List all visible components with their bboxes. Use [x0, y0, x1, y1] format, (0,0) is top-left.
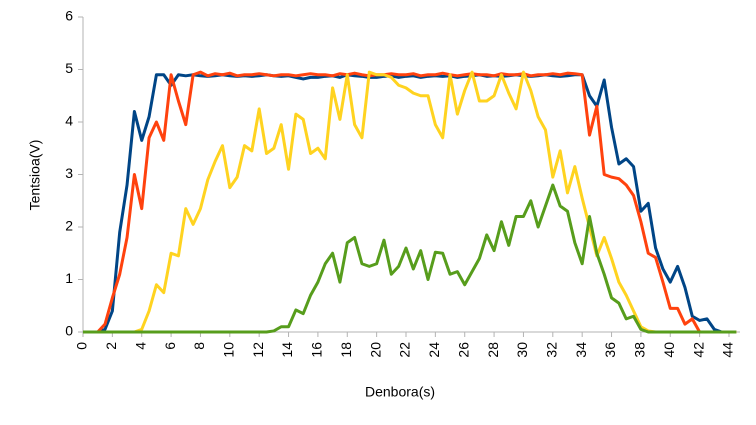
data-line	[83, 70, 737, 334]
y-tick-label: 1	[65, 270, 73, 286]
x-tick-label: 8	[191, 342, 207, 350]
x-tick-label: 12	[250, 342, 266, 358]
x-tick-label: 34	[573, 342, 589, 358]
x-tick-label: 36	[602, 342, 618, 358]
x-axis-title: Denbora(s)	[365, 384, 435, 400]
y-tick-label: 2	[65, 218, 73, 234]
x-tick-label: 14	[279, 342, 295, 358]
y-axis-title: Tentsioa(V)	[27, 140, 43, 211]
x-tick-label: 40	[661, 342, 677, 358]
x-tick-label: 38	[632, 342, 648, 358]
x-tick-label: 24	[426, 342, 442, 358]
x-tick-label: 42	[690, 342, 706, 358]
x-tick-label: 18	[338, 342, 354, 358]
x-tick-label: 2	[103, 342, 119, 350]
x-tick-label: 10	[221, 342, 237, 358]
data-line	[83, 183, 737, 334]
x-tick-label: 16	[309, 342, 325, 358]
x-tick-label: 28	[485, 342, 501, 358]
y-tick-label: 5	[65, 60, 73, 76]
x-tick-label: 20	[367, 342, 383, 358]
y-tick-label: 6	[65, 8, 73, 24]
x-tick-label: 0	[74, 342, 90, 350]
x-tick-label: 4	[132, 342, 148, 350]
y-tick-label: 3	[65, 165, 73, 181]
x-tick-label: 26	[455, 342, 471, 358]
y-tick-label: 0	[65, 323, 73, 339]
data-line	[83, 70, 737, 334]
x-tick-label: 22	[397, 342, 413, 358]
x-tick-label: 30	[514, 342, 530, 358]
x-tick-label: 6	[162, 342, 178, 350]
x-tick-label: 44	[720, 342, 736, 358]
x-tick-label: 32	[544, 342, 560, 358]
y-tick-label: 4	[65, 113, 73, 129]
